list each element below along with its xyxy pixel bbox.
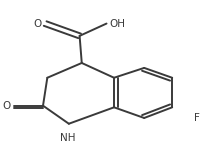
Text: O: O [2, 101, 11, 111]
Text: O: O [34, 19, 42, 29]
Text: F: F [194, 113, 200, 123]
Text: NH: NH [60, 133, 75, 143]
Text: OH: OH [110, 19, 126, 29]
